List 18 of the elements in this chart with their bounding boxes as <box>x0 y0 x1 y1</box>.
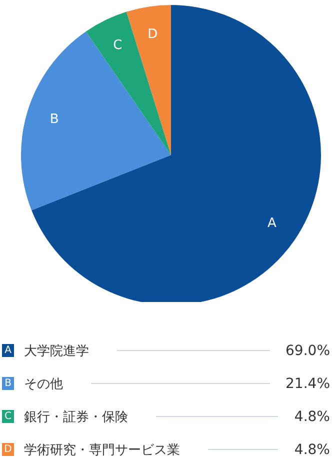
data-label: 4.8% <box>294 408 330 424</box>
data-label: 69.0% <box>286 342 330 358</box>
legend-label: 大学院進学 <box>24 342 89 360</box>
text: D <box>148 26 158 42</box>
text: B <box>50 112 59 127</box>
data-label: 21.4% <box>286 376 330 392</box>
letter-badge: C <box>2 410 14 423</box>
letter-badge: B <box>2 377 14 390</box>
legend-label: 銀行・証券・保険 <box>24 408 128 426</box>
text: C <box>113 38 122 53</box>
letter-badge: A <box>2 344 14 357</box>
legend-label: 学術研究・専門サービス業 <box>24 442 180 458</box>
pie-slice <box>126 5 171 155</box>
data-label: 4.8% <box>294 442 330 458</box>
pie-slice <box>86 12 171 155</box>
legend-label: その他 <box>24 376 63 392</box>
text: A <box>267 216 276 232</box>
letter-badge: D <box>2 443 14 456</box>
